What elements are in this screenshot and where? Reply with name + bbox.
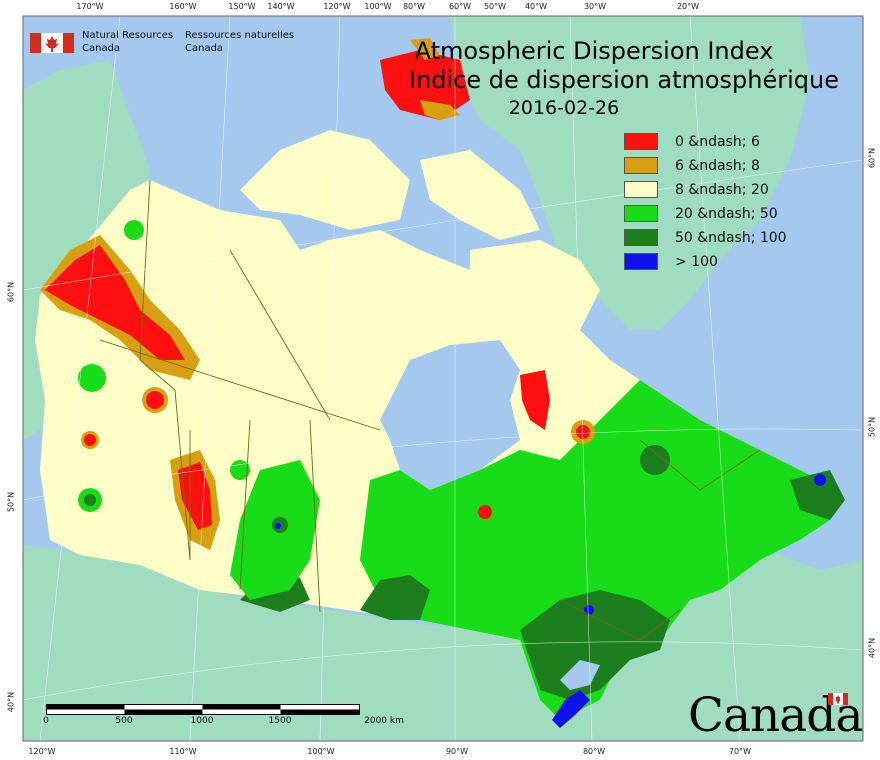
graticule <box>22 15 864 742</box>
tick-label-bottom: 110°W <box>169 747 197 756</box>
tick-label-top: 140°W <box>267 2 295 11</box>
agency-fr-line1: Ressources naturelles <box>185 30 295 41</box>
legend-label: 8 &ndash; 20 <box>675 182 769 198</box>
legend-swatch <box>624 133 658 150</box>
tick-label-left: 60°N <box>6 281 16 303</box>
tick-label-bottom: 80°W <box>582 747 606 756</box>
tick-label-bottom: 120°W <box>28 747 56 756</box>
legend-swatch <box>624 181 658 198</box>
hudson-bay <box>380 340 520 490</box>
canada-flag-icon <box>30 33 74 53</box>
tick-label-bottom: 70°W <box>728 747 752 756</box>
scale-bar-label: 1500 <box>268 716 292 726</box>
legend-label: 6 &ndash; 8 <box>675 158 760 174</box>
tick-label-top: 30°W <box>583 2 607 11</box>
tick-label-right: 60°N <box>867 147 877 169</box>
agency-en-line2: Canada <box>82 43 121 54</box>
tick-label-right: 40°N <box>867 637 877 659</box>
tick-label-top: 20°W <box>676 2 700 11</box>
tick-label-left: 40°N <box>6 691 16 713</box>
tick-label-top: 120°W <box>323 2 351 11</box>
tick-label-bottom: 90°W <box>445 747 469 756</box>
tick-label-top: 170°W <box>76 2 104 11</box>
legend-label: 0 &ndash; 6 <box>675 134 760 150</box>
tick-label-top: 100°W <box>364 2 392 11</box>
canada-flag-icon <box>828 693 848 705</box>
tick-label-top: 60°W <box>448 2 472 11</box>
agency-fr-line2: Canada <box>185 43 224 54</box>
scale-bar-label: 1000 <box>190 716 214 726</box>
tick-label-top: 80°W <box>402 2 426 11</box>
tick-label-left: 50°N <box>6 491 16 513</box>
tick-label-right: 50°N <box>867 416 877 438</box>
map-date: 2016-02-26 <box>508 97 620 119</box>
legend-swatch <box>624 205 658 222</box>
tick-label-top: 50°W <box>483 2 507 11</box>
agency-en-line1: Natural Resources <box>82 30 174 41</box>
tick-label-bottom: 100°W <box>307 747 335 756</box>
legend-label: 20 &ndash; 50 <box>675 206 778 222</box>
scale-bar-label: 500 <box>115 716 133 726</box>
scale-bar-label: 0 <box>43 716 49 726</box>
tick-label-top: 160°W <box>169 2 197 11</box>
tick-label-top: 40°W <box>524 2 548 11</box>
legend-label: 50 &ndash; 100 <box>675 230 787 246</box>
map-title-fr: Indice de dispersion atmosphérique <box>408 66 840 94</box>
legend-swatch <box>624 157 658 174</box>
tick-label-top: 150°W <box>228 2 256 11</box>
scale-bar-label: 2000 km <box>364 716 404 726</box>
map-title-en: Atmospheric Dispersion Index <box>414 37 774 65</box>
legend-swatch <box>624 229 658 246</box>
legend-swatch <box>624 253 658 270</box>
legend-label: > 100 <box>675 254 718 270</box>
